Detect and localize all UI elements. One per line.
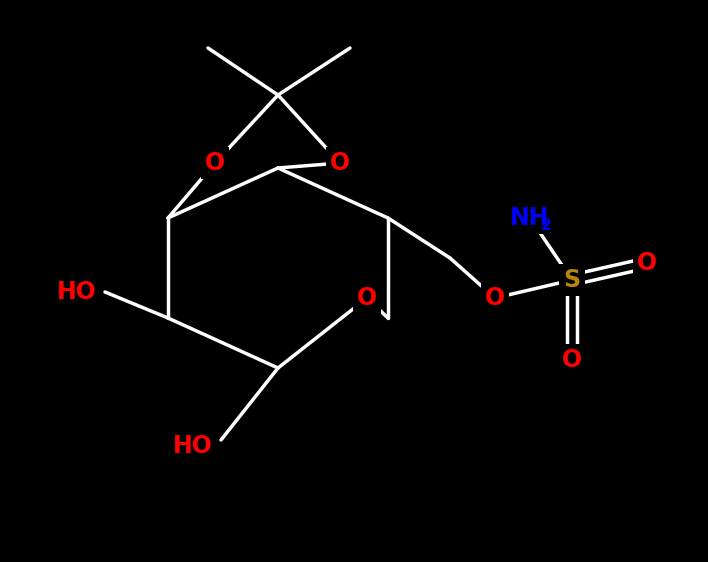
Text: O: O <box>330 151 350 175</box>
Text: O: O <box>357 286 377 310</box>
Text: HO: HO <box>57 280 97 304</box>
Text: O: O <box>562 348 582 372</box>
Text: O: O <box>485 286 505 310</box>
Text: HO: HO <box>173 434 213 458</box>
Text: O: O <box>637 251 657 275</box>
Text: O: O <box>205 151 225 175</box>
Text: NH: NH <box>510 206 549 230</box>
Text: S: S <box>564 268 581 292</box>
Text: 2: 2 <box>541 217 552 233</box>
